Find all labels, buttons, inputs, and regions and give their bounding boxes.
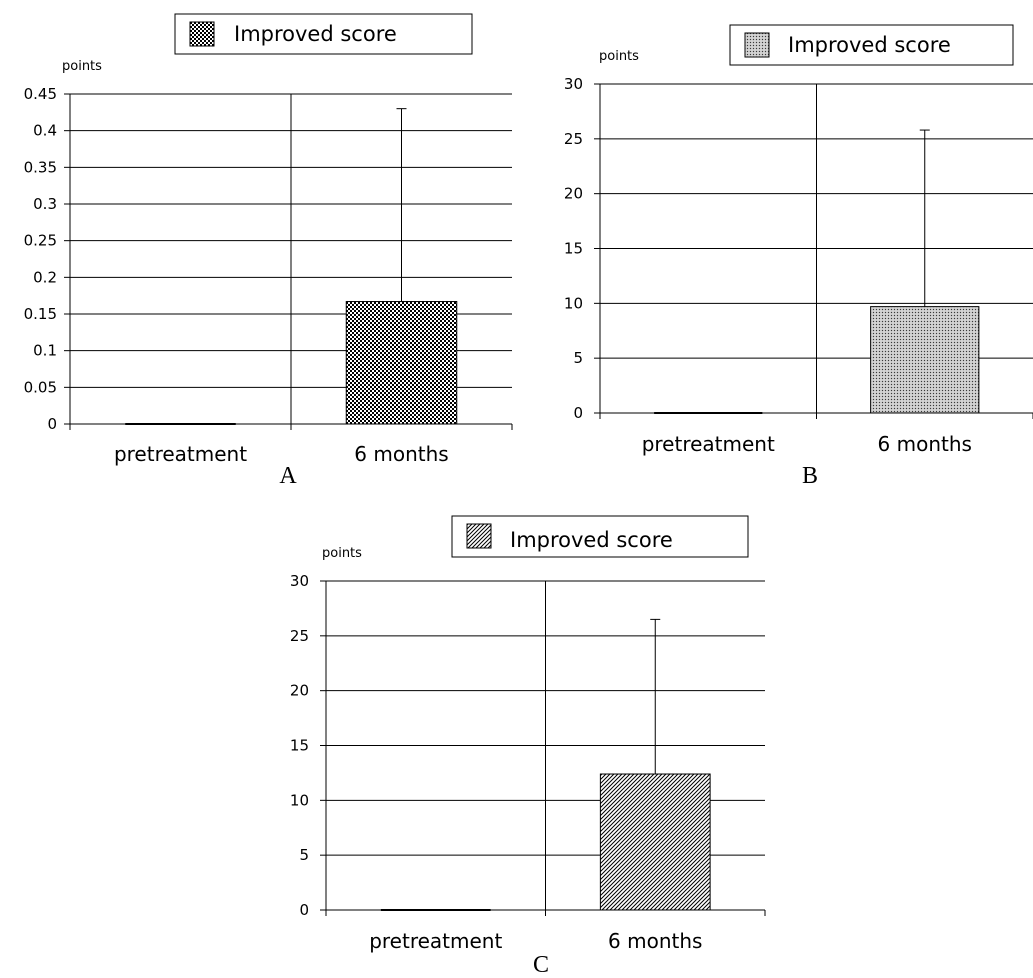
x-category-label: 6 months <box>878 432 972 456</box>
panel-label: A <box>279 463 297 489</box>
y-tick-label: 25 <box>564 130 583 148</box>
y-tick-label: 10 <box>564 294 583 312</box>
bar <box>345 301 458 425</box>
chart-panel-a: 0 0.05 0.1 0.15 0.2 0.25 0.3 0.35 0.4 0.45 points p… <box>24 13 513 489</box>
panel-label: B <box>802 463 818 489</box>
y-tick-label: 10 <box>290 791 309 809</box>
y-tick-label: 0.15 <box>24 305 57 323</box>
y-tick-label: 0.2 <box>33 268 57 286</box>
legend-label: Improved score <box>234 22 397 46</box>
y-tick-label: 20 <box>564 185 583 203</box>
bar <box>870 306 980 414</box>
y-tick-label: 25 <box>290 627 309 645</box>
y-axis-label: points <box>599 49 639 64</box>
legend: Improved score <box>729 24 1014 66</box>
x-category-label: pretreatment <box>642 432 775 456</box>
y-tick-label: 5 <box>573 349 583 367</box>
legend-box <box>729 24 1014 66</box>
y-tick-label: 0.4 <box>33 122 57 140</box>
chart-panel-b: 0 5 10 15 20 25 30 points pretreatment 6 months Im… <box>564 24 1033 489</box>
y-tick-label: 0.25 <box>24 232 57 250</box>
legend-swatch <box>189 21 215 47</box>
legend: Improved score <box>174 13 473 55</box>
y-axis-label: points <box>62 59 102 74</box>
x-category-label: pretreatment <box>369 929 502 953</box>
y-axis-label: points <box>322 546 362 561</box>
legend-label: Improved score <box>510 528 673 552</box>
y-tick-label: 15 <box>290 737 309 755</box>
legend-box <box>174 13 473 55</box>
legend-box <box>451 515 749 558</box>
bar <box>599 773 711 911</box>
x-category-label: 6 months <box>354 442 448 466</box>
y-tick-label: 15 <box>564 240 583 258</box>
legend-swatch <box>466 523 492 549</box>
chart-panel-c: 0 5 10 15 20 25 30 points pretreatment 6 months Im… <box>290 515 766 978</box>
y-tick-label: 0.3 <box>33 195 57 213</box>
y-tick-label: 5 <box>299 846 309 864</box>
legend-swatch <box>744 32 770 58</box>
x-category-label: 6 months <box>608 929 702 953</box>
y-tick-label: 0 <box>573 404 583 422</box>
y-tick-label: 0.1 <box>33 342 57 360</box>
panel-label: C <box>533 952 549 978</box>
y-tick-label: 0.45 <box>24 85 57 103</box>
legend: Improved score <box>451 515 749 558</box>
x-category-label: pretreatment <box>114 442 247 466</box>
y-tick-label: 0 <box>47 415 57 433</box>
y-tick-label: 0.05 <box>24 378 57 396</box>
legend-label: Improved score <box>788 33 951 57</box>
y-tick-label: 30 <box>290 572 309 590</box>
y-tick-label: 30 <box>564 75 583 93</box>
y-tick-label: 20 <box>290 682 309 700</box>
y-tick-label: 0.35 <box>24 158 57 176</box>
y-tick-label: 0 <box>299 901 309 919</box>
